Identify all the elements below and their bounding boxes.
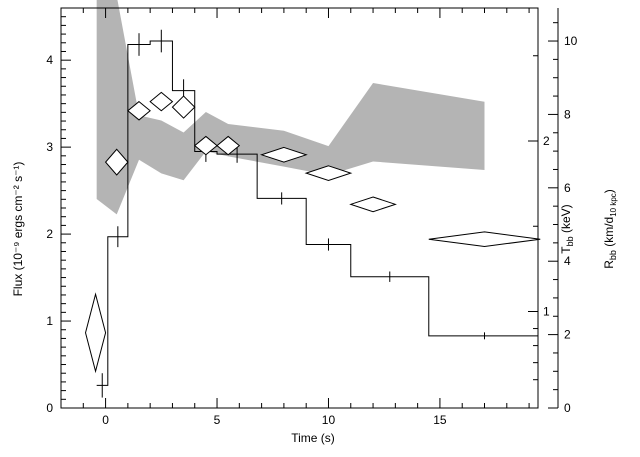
radius-tick-label: 0 — [564, 401, 571, 415]
y-tick-label: 0 — [46, 401, 53, 415]
x-axis-label: Time (s) — [291, 431, 335, 445]
x-tick-label: 5 — [214, 413, 221, 427]
y-axis-label: Flux (10⁻⁹ ergs cm⁻² s⁻¹) — [11, 162, 25, 297]
radius-diamond-6 — [216, 135, 241, 156]
radius-diamond-7 — [260, 146, 308, 163]
y-axis-ticks: 0 1 2 3 4 — [46, 16, 71, 415]
flux-histogram — [96, 40, 538, 386]
radius-diamond-3 — [149, 91, 174, 112]
radius-diamonds — [85, 91, 541, 374]
plot-frame — [60, 7, 539, 409]
radius-tick-label: 4 — [564, 254, 571, 268]
temperature-band-area — [96, 0, 485, 215]
temperature-axis-ticks: 12 — [528, 55, 550, 381]
flux-step-line — [96, 40, 538, 386]
radius-tick-label: 8 — [564, 107, 571, 121]
radius-diamond-9 — [349, 196, 397, 213]
radius-tick-label: 6 — [564, 181, 571, 195]
y-tick-label: 4 — [46, 53, 53, 67]
x-axis-ticks: 0 5 10 15 — [82, 8, 530, 427]
radius-tick-label: 10 — [564, 34, 578, 48]
radius-axis-label: Rbb (km/d10 kpc) — [602, 189, 618, 269]
temperature-tick-label: 1 — [543, 305, 550, 319]
radius-diamond-4 — [171, 95, 196, 119]
radius-axis-ticks: 0 2 4 6 8 10 — [548, 8, 578, 415]
y-tick-label: 3 — [46, 140, 53, 154]
temperature-band — [96, 0, 485, 215]
x-tick-label: 10 — [322, 413, 336, 427]
radius-diamond-0 — [85, 292, 107, 374]
radius-diamond-10 — [428, 231, 541, 248]
radius-diamond-2 — [127, 100, 151, 121]
radius-diamond-8 — [304, 165, 353, 182]
temperature-tick-label: 2 — [543, 134, 550, 148]
temperature-axis-label: Tbb (keV) — [559, 204, 575, 253]
x-tick-label: 0 — [102, 413, 109, 427]
flux-error-bars — [101, 29, 486, 398]
x-tick-label: 15 — [433, 413, 447, 427]
y-tick-label: 2 — [46, 227, 53, 241]
radius-tick-label: 2 — [564, 328, 571, 342]
radius-diamond-5 — [193, 135, 218, 156]
y-tick-label: 1 — [46, 314, 53, 328]
radius-diamond-1 — [104, 148, 129, 176]
